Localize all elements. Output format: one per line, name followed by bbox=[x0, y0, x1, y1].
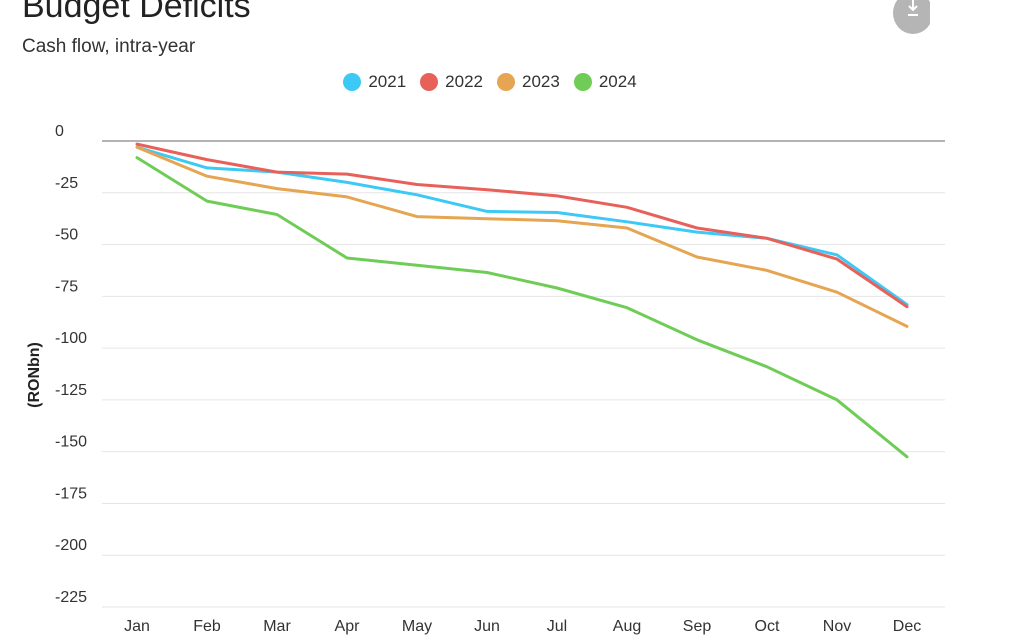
download-icon bbox=[908, 0, 918, 16]
x-tick-label: Feb bbox=[193, 618, 221, 635]
x-tick-label: Jun bbox=[474, 618, 500, 635]
x-tick-label: Sep bbox=[683, 618, 712, 635]
chart-subtitle: Cash flow, intra-year bbox=[22, 36, 196, 57]
y-tick-label: -175 bbox=[55, 485, 87, 502]
series-line-2023 bbox=[135, 145, 909, 328]
y-tick-label: 0 bbox=[55, 123, 64, 140]
download-clip bbox=[930, 0, 950, 50]
y-tick-label: -75 bbox=[55, 278, 78, 295]
legend-label: 2023 bbox=[522, 72, 560, 91]
legend-label: 2022 bbox=[445, 72, 483, 91]
x-tick-label: May bbox=[402, 618, 432, 635]
legend-item-2024[interactable]: 2024 bbox=[573, 72, 637, 92]
legend-dot-icon bbox=[420, 73, 439, 91]
y-tick-label: -125 bbox=[55, 382, 87, 399]
y-axis-label: (RONbn) bbox=[26, 342, 43, 408]
legend-item-2022[interactable]: 2022 bbox=[420, 72, 483, 92]
y-tick-label: -225 bbox=[55, 589, 87, 606]
chart-legend: 2021 2022 2023 2024 bbox=[0, 72, 980, 92]
x-tick-label: Aug bbox=[613, 618, 641, 635]
x-tick-label: Apr bbox=[335, 618, 361, 635]
y-tick-label: -150 bbox=[55, 434, 87, 451]
legend-item-2021[interactable]: 2021 bbox=[343, 72, 406, 92]
legend-dot-icon bbox=[497, 73, 515, 91]
x-tick-label: Nov bbox=[823, 618, 851, 635]
legend-dot-icon bbox=[343, 73, 362, 91]
legend-label: 2021 bbox=[368, 72, 407, 91]
y-tick-label: -200 bbox=[55, 537, 87, 554]
series-line-2024 bbox=[135, 156, 909, 459]
x-tick-label: Mar bbox=[263, 618, 291, 635]
legend-dot-icon bbox=[573, 73, 592, 91]
legend-item-2023[interactable]: 2023 bbox=[497, 72, 560, 92]
y-tick-label: -25 bbox=[55, 175, 78, 192]
x-tick-label: Oct bbox=[755, 618, 780, 635]
y-tick-label: -100 bbox=[55, 330, 87, 347]
series-line-2022 bbox=[135, 142, 909, 309]
download-button[interactable] bbox=[893, 0, 933, 34]
legend-label: 2024 bbox=[598, 72, 637, 91]
chart-title: Budget Deficits bbox=[22, 0, 251, 25]
x-tick-label: Jan bbox=[124, 618, 150, 635]
x-tick-label: Jul bbox=[547, 618, 567, 635]
x-tick-label: Dec bbox=[893, 618, 921, 635]
y-tick-label: -50 bbox=[55, 227, 78, 244]
